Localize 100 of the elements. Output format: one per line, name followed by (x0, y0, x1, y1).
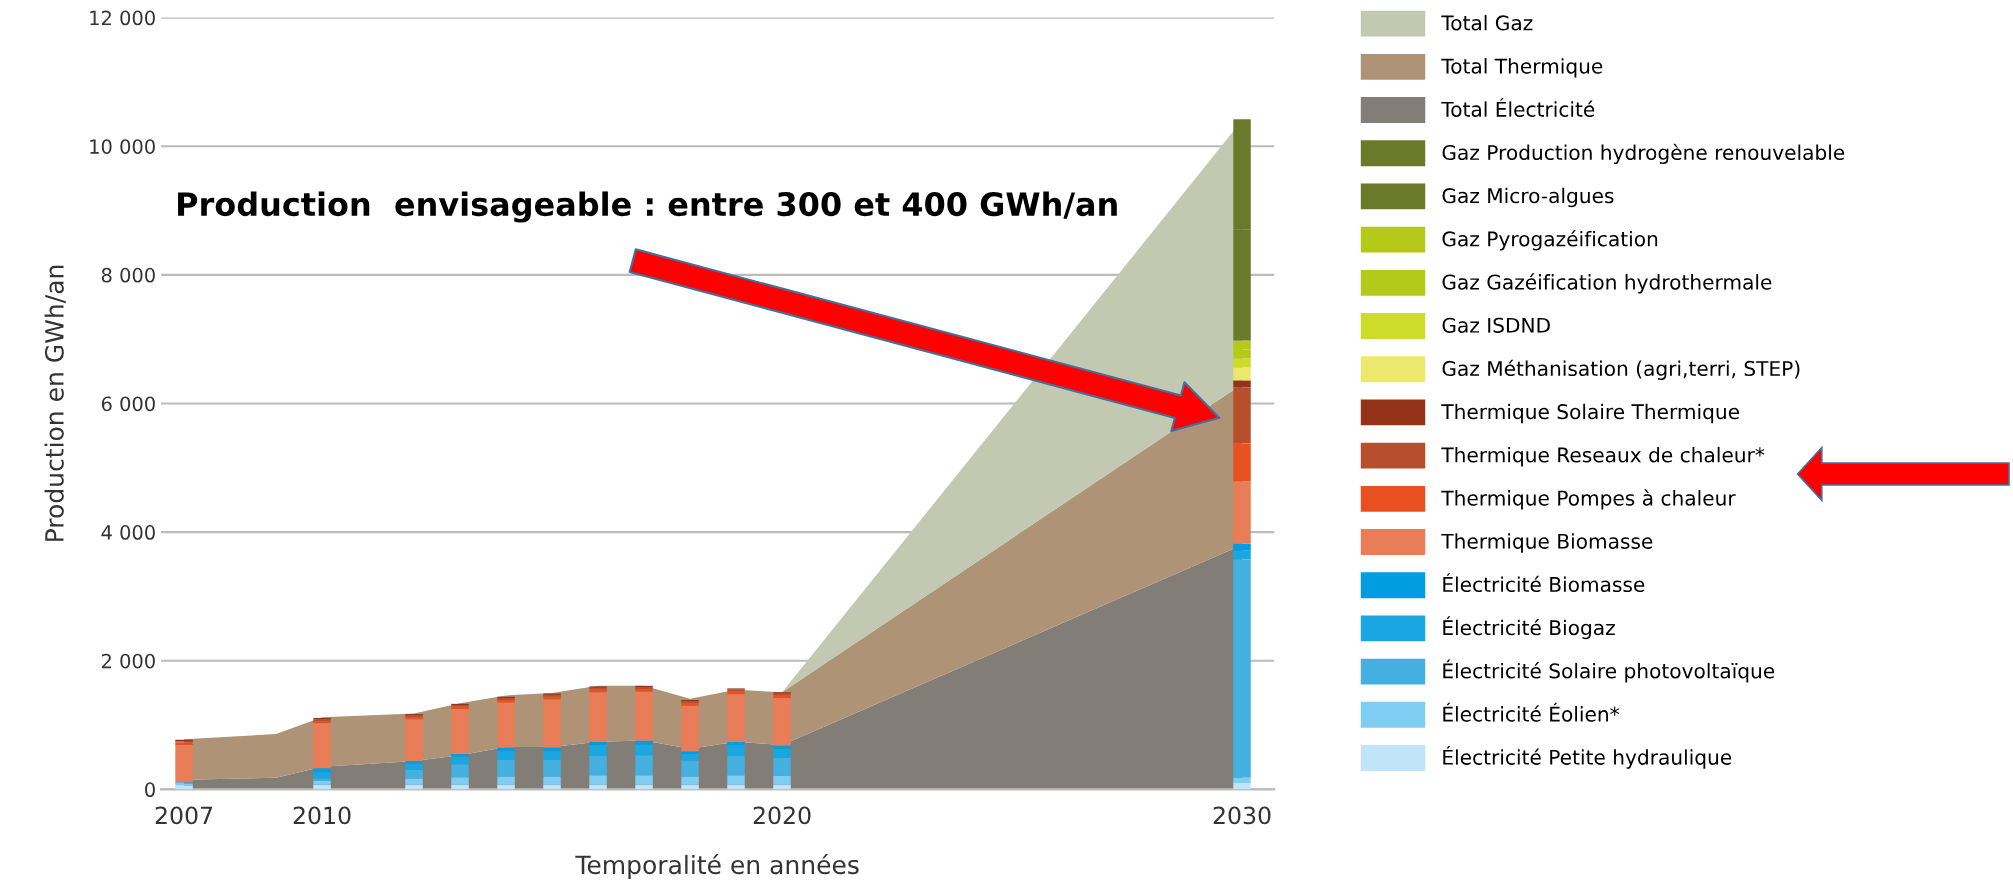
legend-label: Électricité Biomasse (1443, 573, 1645, 593)
bar (727, 755, 745, 776)
legend-label: Gaz Production hydrogène renouvelable (1442, 143, 1845, 165)
bar (175, 745, 193, 783)
bar (543, 699, 561, 748)
bar (451, 754, 469, 757)
bar (589, 784, 607, 790)
bar (1233, 387, 1251, 444)
bar (451, 764, 469, 778)
bar (405, 770, 423, 779)
legend-label: Électricité Solaire photovoltaïque (1443, 659, 1775, 683)
bar (1233, 380, 1251, 388)
bar (681, 784, 699, 790)
x-tick-label: 2010 (293, 806, 351, 825)
bar (773, 775, 791, 785)
bar (543, 759, 561, 777)
bar (1233, 777, 1251, 783)
bar (727, 745, 745, 756)
bar (681, 776, 699, 785)
legend-label: Gaz Micro-algues (1442, 187, 1614, 208)
bar (451, 708, 469, 754)
bar (727, 741, 745, 745)
y-tick-label: 2 000 (101, 653, 155, 669)
legend-label: Thermique Solaire Thermique (1441, 403, 1739, 424)
bar (773, 698, 791, 746)
bar (405, 763, 423, 771)
bar (681, 754, 699, 761)
bar (313, 772, 331, 779)
y-tick-label: 10 000 (90, 139, 155, 154)
bar (497, 747, 515, 751)
bar (773, 784, 791, 790)
bar (313, 768, 331, 773)
bar (635, 784, 653, 790)
x-tick-label: 2020 (753, 806, 811, 825)
y-tick-label: 0 (145, 782, 155, 798)
bar (681, 705, 699, 752)
bar (451, 777, 469, 785)
legend-label: Total Électricité (1441, 98, 1595, 117)
bar (635, 740, 653, 745)
bar (1233, 559, 1251, 778)
legend-label: Gaz ISDND (1442, 317, 1550, 333)
bar (635, 744, 653, 756)
bar (1233, 550, 1251, 560)
y-tick-label: 12 000 (90, 10, 155, 26)
bar (497, 776, 515, 785)
bar (405, 719, 423, 762)
bar (773, 745, 791, 749)
bar (543, 750, 561, 760)
bar (1233, 543, 1251, 551)
bar (405, 761, 423, 764)
bar (313, 723, 331, 769)
bar (589, 755, 607, 776)
legend-label: Électricité Biogaz (1443, 616, 1615, 640)
bar (405, 778, 423, 785)
bar (727, 694, 745, 742)
bar (589, 745, 607, 756)
bar (1233, 481, 1251, 544)
y-tick-label: 4 000 (101, 525, 155, 540)
bar (313, 781, 331, 785)
bar (727, 775, 745, 785)
bar (681, 760, 699, 777)
bar (1233, 443, 1251, 482)
bar (497, 759, 515, 777)
legend-label: Gaz Gazéification hydrothermale (1442, 273, 1772, 294)
y-tick-label: 6 000 (101, 396, 155, 412)
legend-label: Électricité Petite hydraulique (1443, 745, 1732, 769)
bar (635, 775, 653, 785)
legend-label: Gaz Méthanisation (agri,terri, STEP) (1442, 359, 1800, 380)
bar (497, 702, 515, 748)
legend-label: Thermique Reseaux de chaleur* (1441, 446, 1765, 467)
bar (635, 691, 653, 741)
bar (405, 784, 423, 790)
bar (589, 741, 607, 745)
bar (1233, 782, 1251, 790)
bar (543, 776, 561, 785)
bar (773, 748, 791, 758)
bar (497, 784, 515, 790)
legend-label: Électricité Éolien* (1443, 702, 1620, 722)
bar (681, 751, 699, 754)
legend-label: Total Gaz (1441, 14, 1533, 31)
y-axis-title: Production en GWh/an (44, 265, 66, 541)
bar (1233, 358, 1251, 368)
x-axis-title: Temporalité en années (575, 853, 859, 880)
legend-label: Thermique Biomasse (1441, 533, 1653, 553)
bar (451, 784, 469, 790)
x-tick-label: 2030 (1213, 806, 1271, 825)
bar (497, 750, 515, 760)
legend-label: Total Thermique (1441, 58, 1603, 78)
bar (589, 692, 607, 742)
bar (727, 784, 745, 790)
legend-label: Thermique Pompes à chaleur (1441, 489, 1736, 510)
bar (451, 756, 469, 765)
bar (589, 775, 607, 785)
x-tick-label: 2007 (155, 806, 213, 825)
bar (635, 755, 653, 776)
legend-label: Gaz Pyrogazéification (1442, 230, 1658, 251)
bar (543, 747, 561, 751)
bar (543, 784, 561, 790)
bar (773, 757, 791, 776)
bar (1233, 367, 1251, 381)
